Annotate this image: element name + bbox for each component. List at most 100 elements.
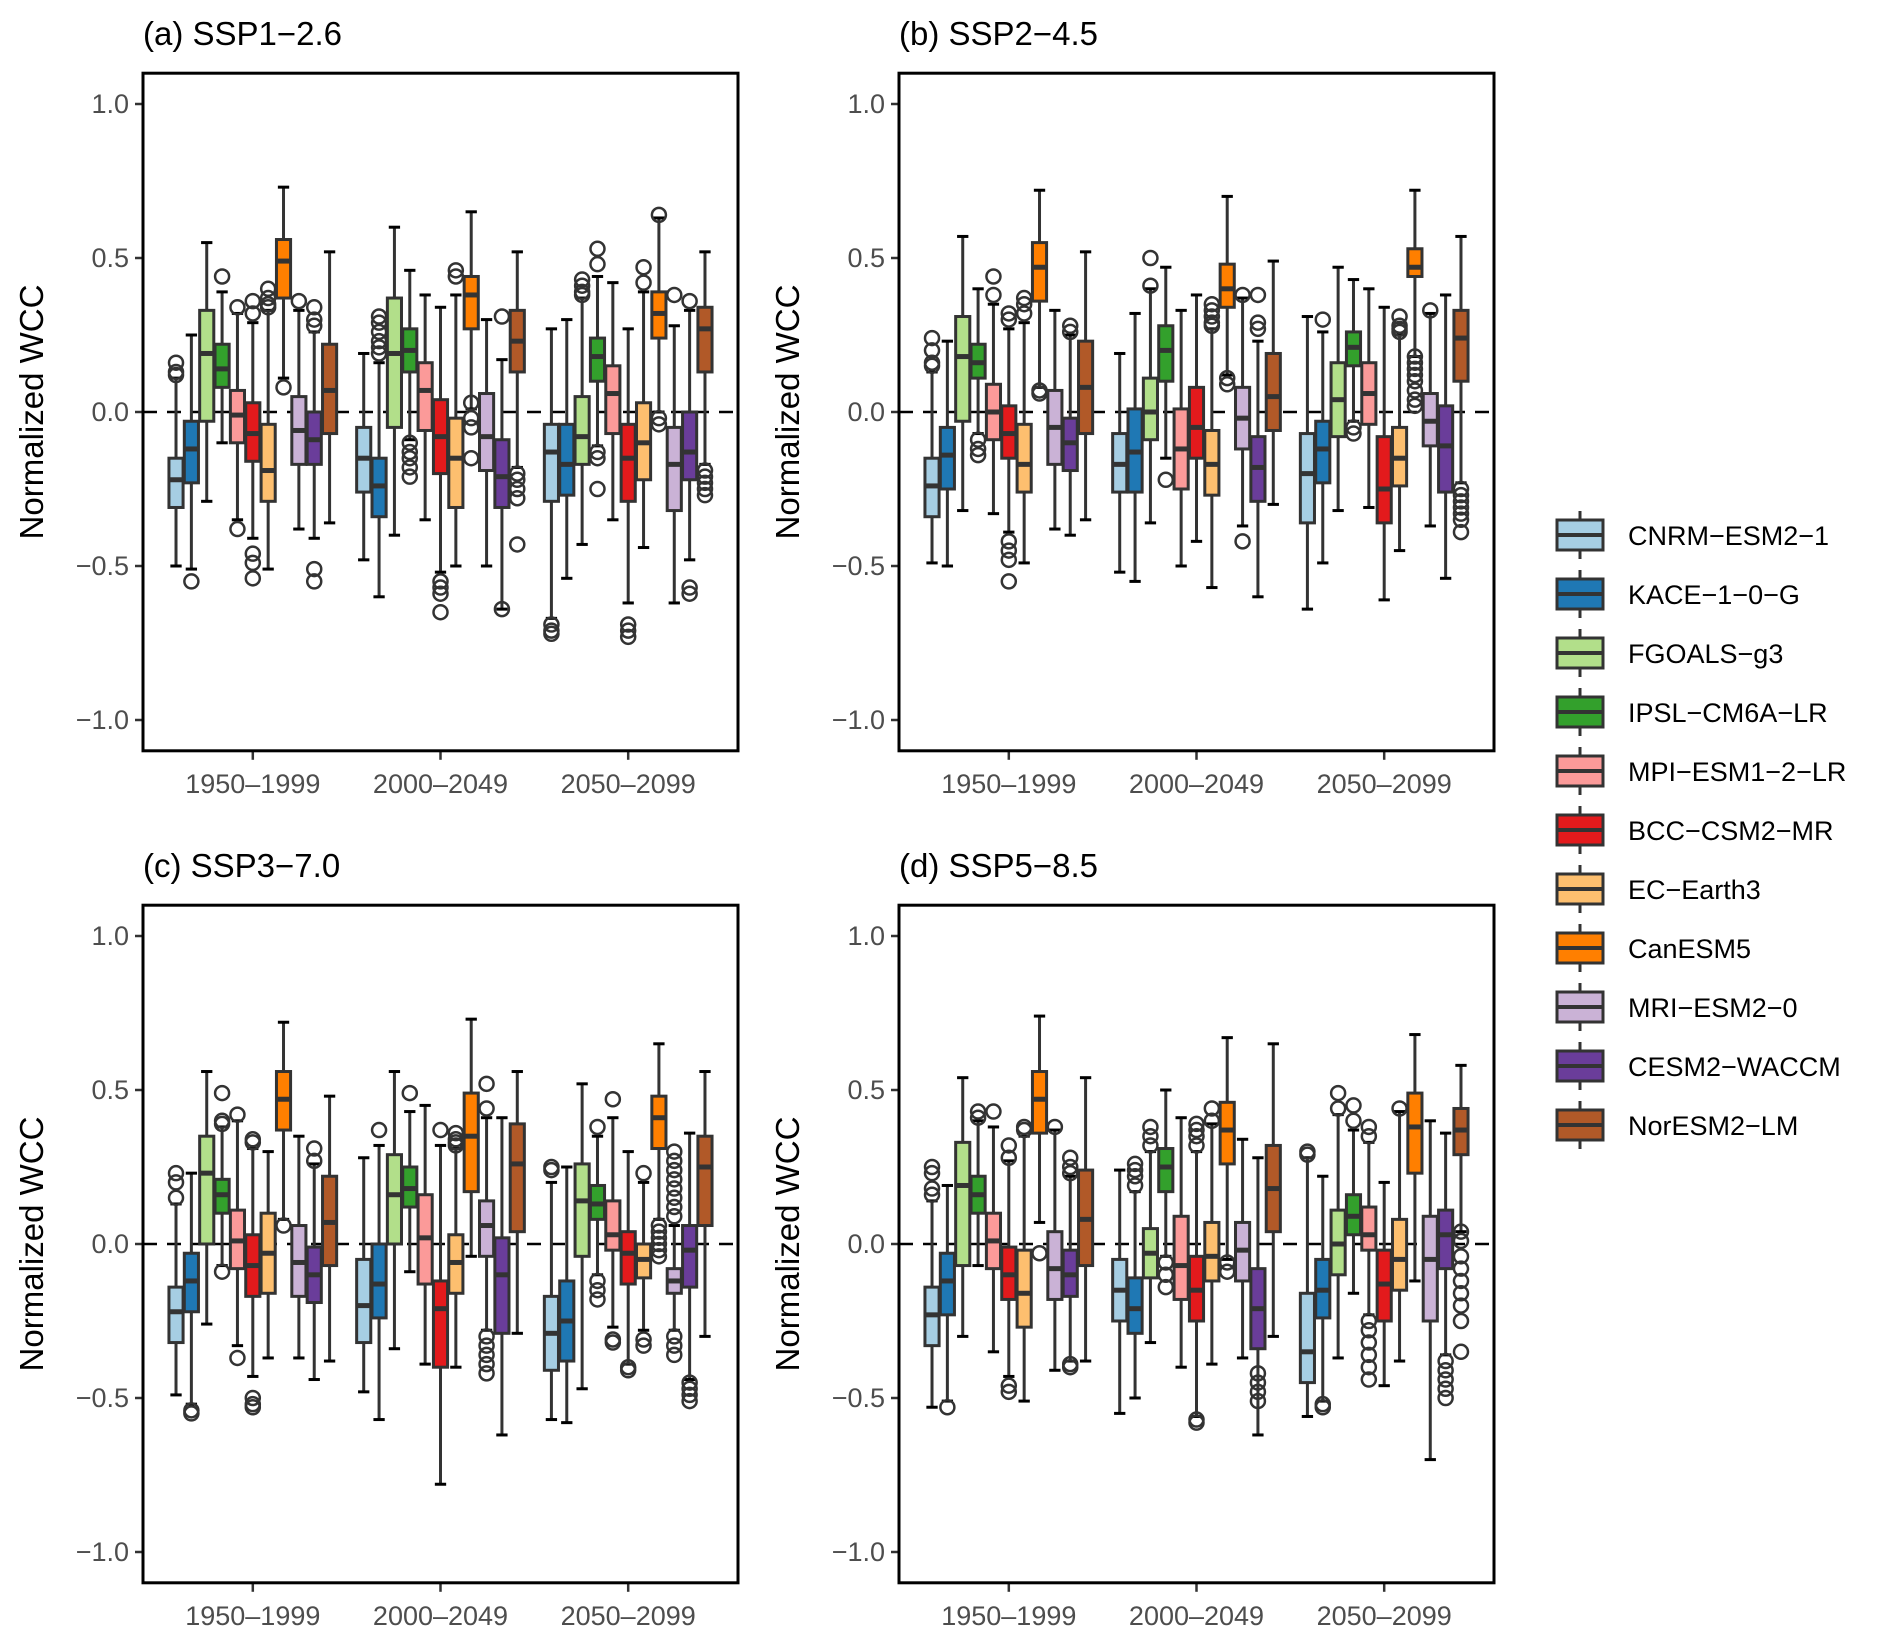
box-9 [493,1116,511,1437]
outlier-point [229,1349,246,1367]
outlier-point [923,1158,941,1176]
outlier-point [650,409,668,427]
box-iqr [355,1257,373,1345]
outlier-point [923,357,941,375]
outlier-point [229,520,246,538]
box-0 [1111,351,1129,574]
y-tick-label: 1.0 [847,921,885,951]
outlier-point [681,292,698,310]
box-8 [1234,1137,1252,1360]
box-1 [558,1165,576,1425]
outlier-point [1452,1248,1470,1265]
box-iqr [681,1224,699,1289]
outlier-point [432,585,449,602]
outlier-point [1329,1084,1347,1102]
outlier-point [604,1090,622,1108]
box-iqr [681,410,699,482]
panel-frame [897,903,1496,1585]
box-3 [588,1118,607,1308]
outlier-point [573,277,591,294]
box-9 [1437,1131,1455,1407]
outlier-point [650,206,668,224]
box-10 [508,1070,526,1335]
outlier-point [1437,1362,1454,1379]
y-tick-label: −1.0 [832,705,885,735]
box-1 [938,339,956,568]
outlier-point [573,286,591,304]
outlier-point [543,616,560,633]
outlier-point [666,1143,683,1160]
outlier-point [969,1103,987,1120]
outlier-point [478,1100,495,1117]
y-tick-label: −1.0 [76,705,129,735]
outlier-point [478,1328,495,1345]
outlier-point [1249,1374,1267,1391]
outlier-point [589,255,606,273]
box-7 [1218,1036,1236,1280]
y-tick-label: −0.5 [832,1383,885,1413]
outlier-point [229,299,246,316]
outlier-point [1249,314,1267,331]
box-5 [431,305,450,621]
outlier-point [666,1198,683,1216]
box-iqr [1218,262,1236,309]
box-9 [1249,1156,1267,1437]
box-group [1298,1033,1470,1462]
box-iqr [1437,404,1455,494]
box-3 [213,268,231,445]
outlier-point [666,1180,683,1197]
box-2 [1329,265,1347,513]
panel-b: (b) SSP2−4.5 Normalized WCC 1.0 0.5 0.0 −0.5 −… [769,15,1496,799]
box-6 [447,1124,465,1369]
box-iqr [167,456,185,509]
box-iqr [478,392,496,473]
box-2 [385,1070,403,1351]
box-9 [681,1131,699,1410]
outlier-point [259,299,277,316]
outlier-point [1249,320,1267,338]
outlier-point [509,480,526,498]
outlier-point [447,262,465,279]
box-0 [167,1164,185,1397]
outlier-point [1000,1137,1018,1154]
box-iqr [462,1091,480,1194]
y-tick-label: 1.0 [91,89,129,119]
box-7 [462,1017,480,1258]
box-10 [696,250,714,504]
box-3 [1344,278,1363,442]
legend-label: MRI−ESM2−0 [1628,993,1798,1023]
box-7 [1406,188,1424,415]
box-2 [954,234,972,513]
box-6 [447,262,465,568]
outlier-point [543,1161,560,1179]
outlier-point [370,1121,388,1139]
box-4 [228,299,247,538]
box-iqr [696,305,714,374]
legend-item: CanESM5 [1555,924,1751,972]
box-iqr [478,1199,496,1258]
outlier-point [1299,1146,1316,1163]
box-3 [1157,1088,1175,1296]
panel-frame [141,903,740,1585]
box-1 [370,308,388,599]
outlier-point [939,1398,956,1416]
outlier-point [1452,1232,1470,1250]
box-4 [416,293,434,522]
box-iqr [1360,1205,1378,1252]
box-iqr [938,425,956,491]
outlier-point [1000,551,1018,569]
box-0 [923,329,941,565]
outlier-point [509,536,526,553]
legend-label: CanESM5 [1628,934,1751,964]
outlier-point [1360,1358,1378,1376]
outlier-point [635,1164,652,1182]
box-7 [650,1042,668,1265]
box-iqr [588,336,607,383]
outlier-point [619,1362,637,1379]
box-group [923,1014,1095,1416]
outlier-point [969,446,987,464]
box-1 [182,333,200,590]
outlier-point [401,434,419,452]
y-tick-label: −1.0 [832,1537,885,1567]
outlier-point [1126,1167,1144,1185]
